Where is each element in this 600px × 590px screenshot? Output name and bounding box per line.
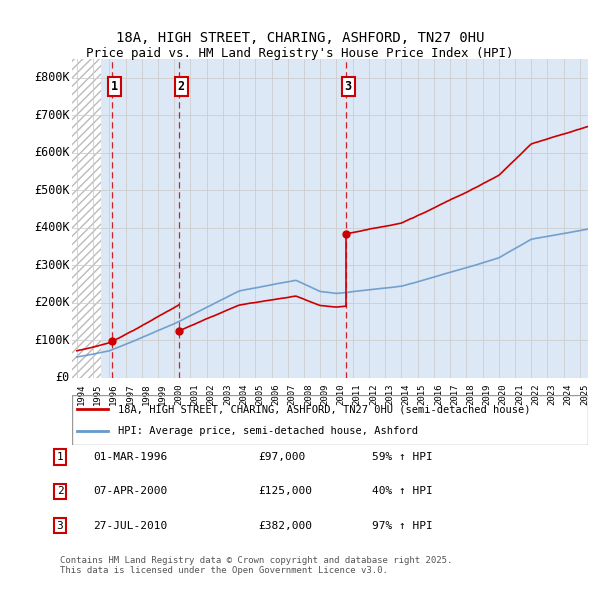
Text: 2009: 2009: [320, 384, 329, 405]
Text: Price paid vs. HM Land Registry's House Price Index (HPI): Price paid vs. HM Land Registry's House …: [86, 47, 514, 60]
Text: 40% ↑ HPI: 40% ↑ HPI: [372, 487, 433, 496]
Text: 2005: 2005: [256, 384, 265, 405]
Text: £300K: £300K: [34, 258, 70, 271]
Text: 97% ↑ HPI: 97% ↑ HPI: [372, 521, 433, 530]
Text: 1995: 1995: [93, 384, 102, 405]
Text: 01-MAR-1996: 01-MAR-1996: [93, 453, 167, 462]
Text: 2: 2: [178, 80, 185, 93]
Text: 2022: 2022: [531, 384, 540, 405]
Text: 1: 1: [56, 453, 64, 462]
Text: 2008: 2008: [304, 384, 313, 405]
Text: £600K: £600K: [34, 146, 70, 159]
Text: HPI: Average price, semi-detached house, Ashford: HPI: Average price, semi-detached house,…: [118, 427, 418, 437]
Text: £200K: £200K: [34, 296, 70, 309]
Text: 2020: 2020: [499, 384, 508, 405]
Text: 2023: 2023: [547, 384, 556, 405]
Text: 2018: 2018: [466, 384, 475, 405]
Text: 2013: 2013: [385, 384, 394, 405]
Text: 59% ↑ HPI: 59% ↑ HPI: [372, 453, 433, 462]
Text: £700K: £700K: [34, 109, 70, 122]
Text: 2025: 2025: [580, 384, 589, 405]
Text: 2017: 2017: [450, 384, 459, 405]
Text: 1: 1: [111, 80, 118, 93]
Text: 2002: 2002: [206, 384, 215, 405]
Text: £400K: £400K: [34, 221, 70, 234]
Text: Contains HM Land Registry data © Crown copyright and database right 2025.
This d: Contains HM Land Registry data © Crown c…: [60, 556, 452, 575]
Text: 3: 3: [56, 521, 64, 530]
Text: 2011: 2011: [353, 384, 362, 405]
Text: 2003: 2003: [223, 384, 232, 405]
Text: 18A, HIGH STREET, CHARING, ASHFORD, TN27 0HU: 18A, HIGH STREET, CHARING, ASHFORD, TN27…: [116, 31, 484, 45]
Text: 27-JUL-2010: 27-JUL-2010: [93, 521, 167, 530]
Text: £382,000: £382,000: [258, 521, 312, 530]
Text: £97,000: £97,000: [258, 453, 305, 462]
Text: 2006: 2006: [272, 384, 281, 405]
Text: £100K: £100K: [34, 333, 70, 346]
Text: 1998: 1998: [142, 384, 151, 405]
Text: 2000: 2000: [174, 384, 183, 405]
Text: 18A, HIGH STREET, CHARING, ASHFORD, TN27 0HU (semi-detached house): 18A, HIGH STREET, CHARING, ASHFORD, TN27…: [118, 404, 531, 414]
Text: 1994: 1994: [77, 384, 86, 405]
Text: 2016: 2016: [434, 384, 443, 405]
Text: £500K: £500K: [34, 183, 70, 196]
Text: 2001: 2001: [190, 384, 199, 405]
Text: 07-APR-2000: 07-APR-2000: [93, 487, 167, 496]
Text: 2: 2: [56, 487, 64, 496]
Text: 3: 3: [344, 80, 352, 93]
Text: 2004: 2004: [239, 384, 248, 405]
Text: £800K: £800K: [34, 71, 70, 84]
Text: 2012: 2012: [369, 384, 378, 405]
Text: 1999: 1999: [158, 384, 167, 405]
Text: 2010: 2010: [337, 384, 346, 405]
Text: 2015: 2015: [418, 384, 427, 405]
Bar: [72, 59, 101, 378]
Text: 2024: 2024: [563, 384, 572, 405]
Text: £125,000: £125,000: [258, 487, 312, 496]
Text: 2019: 2019: [482, 384, 491, 405]
Text: 2007: 2007: [288, 384, 297, 405]
Text: 2014: 2014: [401, 384, 410, 405]
Text: 1996: 1996: [109, 384, 118, 405]
Text: £0: £0: [55, 371, 70, 384]
Text: 1997: 1997: [125, 384, 134, 405]
Text: 2021: 2021: [515, 384, 524, 405]
